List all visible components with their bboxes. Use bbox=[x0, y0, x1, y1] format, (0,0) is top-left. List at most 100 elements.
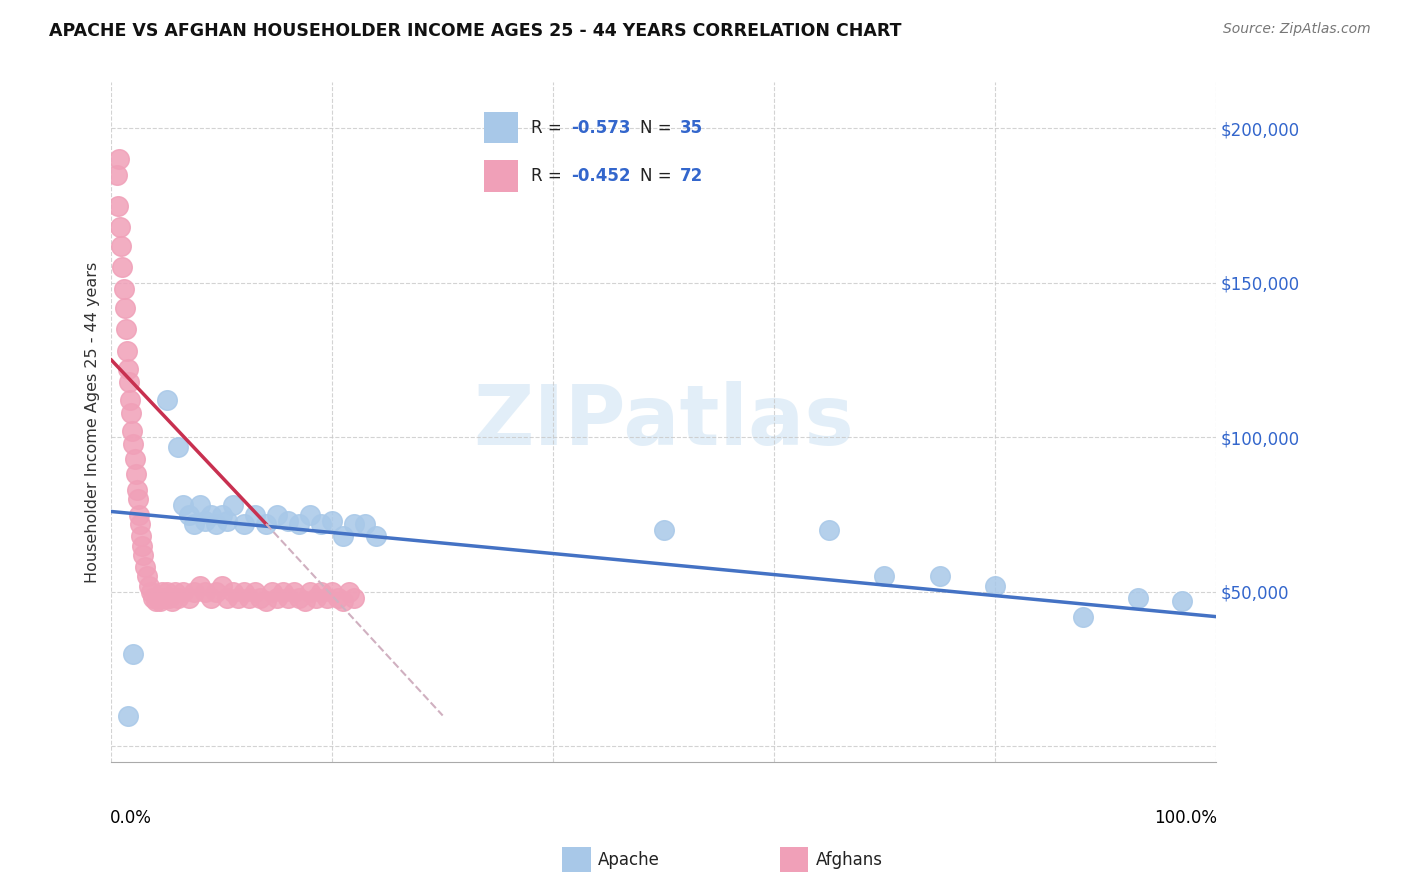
Point bbox=[243, 585, 266, 599]
Point bbox=[132, 548, 155, 562]
Point bbox=[134, 560, 156, 574]
Point bbox=[156, 393, 179, 408]
Point bbox=[166, 440, 188, 454]
Point bbox=[200, 508, 222, 522]
Point bbox=[172, 585, 194, 599]
Point bbox=[166, 591, 188, 605]
Point bbox=[131, 539, 153, 553]
Text: 100.0%: 100.0% bbox=[1154, 809, 1216, 828]
Point bbox=[124, 452, 146, 467]
Point bbox=[122, 436, 145, 450]
Point bbox=[271, 585, 294, 599]
Point bbox=[228, 591, 250, 605]
Point bbox=[315, 591, 337, 605]
Point bbox=[299, 585, 322, 599]
Point bbox=[984, 579, 1007, 593]
Text: Afghans: Afghans bbox=[815, 851, 883, 869]
Point bbox=[254, 594, 277, 608]
Point bbox=[222, 499, 245, 513]
Point bbox=[120, 393, 142, 408]
Point bbox=[172, 499, 194, 513]
Point bbox=[1128, 591, 1150, 605]
Point bbox=[332, 594, 354, 608]
Point bbox=[125, 467, 148, 482]
Point bbox=[120, 406, 142, 420]
Point bbox=[117, 708, 139, 723]
Point bbox=[157, 591, 180, 605]
Point bbox=[111, 260, 134, 275]
Point bbox=[283, 585, 305, 599]
Point bbox=[928, 569, 950, 583]
Point bbox=[266, 591, 288, 605]
Point bbox=[194, 514, 217, 528]
Point bbox=[354, 516, 377, 531]
Point bbox=[217, 591, 239, 605]
Point bbox=[122, 647, 145, 661]
Point bbox=[254, 516, 277, 531]
Point bbox=[321, 585, 343, 599]
Point bbox=[114, 322, 136, 336]
Point bbox=[243, 508, 266, 522]
Point bbox=[110, 220, 132, 235]
Point bbox=[127, 492, 149, 507]
Point bbox=[105, 168, 128, 182]
Point bbox=[177, 591, 200, 605]
Point bbox=[125, 483, 148, 497]
Point bbox=[112, 282, 135, 296]
Point bbox=[205, 516, 228, 531]
Text: Apache: Apache bbox=[598, 851, 659, 869]
Point bbox=[205, 585, 228, 599]
Point bbox=[277, 591, 299, 605]
Point bbox=[114, 301, 136, 315]
Point bbox=[108, 152, 131, 166]
Text: 0.0%: 0.0% bbox=[110, 809, 152, 828]
Point bbox=[873, 569, 896, 583]
Point bbox=[652, 523, 675, 537]
Point bbox=[128, 508, 150, 522]
Point bbox=[118, 375, 141, 389]
Point bbox=[194, 585, 217, 599]
Point bbox=[138, 579, 160, 593]
Y-axis label: Householder Income Ages 25 - 44 years: Householder Income Ages 25 - 44 years bbox=[86, 261, 100, 582]
Point bbox=[288, 591, 311, 605]
Point bbox=[260, 585, 283, 599]
Point bbox=[149, 594, 172, 608]
Point bbox=[277, 514, 299, 528]
Point bbox=[117, 362, 139, 376]
Point bbox=[188, 499, 211, 513]
Point bbox=[211, 579, 233, 593]
Point bbox=[150, 585, 173, 599]
Point bbox=[135, 569, 157, 583]
Point bbox=[249, 591, 271, 605]
Point bbox=[343, 516, 366, 531]
Point bbox=[165, 585, 187, 599]
Point bbox=[121, 424, 143, 438]
Point bbox=[326, 591, 349, 605]
Point bbox=[141, 585, 163, 599]
Point bbox=[188, 579, 211, 593]
Point bbox=[129, 516, 152, 531]
Point bbox=[142, 591, 165, 605]
Point bbox=[1171, 594, 1194, 608]
Text: ZIPatlas: ZIPatlas bbox=[472, 382, 853, 462]
Point bbox=[200, 591, 222, 605]
Point bbox=[160, 594, 183, 608]
Point bbox=[309, 585, 332, 599]
Point bbox=[232, 585, 254, 599]
Point bbox=[288, 516, 311, 531]
Point bbox=[305, 591, 328, 605]
Point bbox=[337, 585, 360, 599]
Point bbox=[299, 508, 322, 522]
Point bbox=[366, 529, 388, 543]
Point bbox=[332, 529, 354, 543]
Point bbox=[177, 508, 200, 522]
Point bbox=[153, 591, 176, 605]
Point bbox=[266, 508, 288, 522]
Point bbox=[110, 238, 132, 252]
Point bbox=[211, 508, 233, 522]
Point bbox=[115, 343, 138, 358]
Text: Source: ZipAtlas.com: Source: ZipAtlas.com bbox=[1223, 22, 1371, 37]
Text: APACHE VS AFGHAN HOUSEHOLDER INCOME AGES 25 - 44 YEARS CORRELATION CHART: APACHE VS AFGHAN HOUSEHOLDER INCOME AGES… bbox=[49, 22, 901, 40]
Point bbox=[818, 523, 841, 537]
Point bbox=[1071, 609, 1094, 624]
